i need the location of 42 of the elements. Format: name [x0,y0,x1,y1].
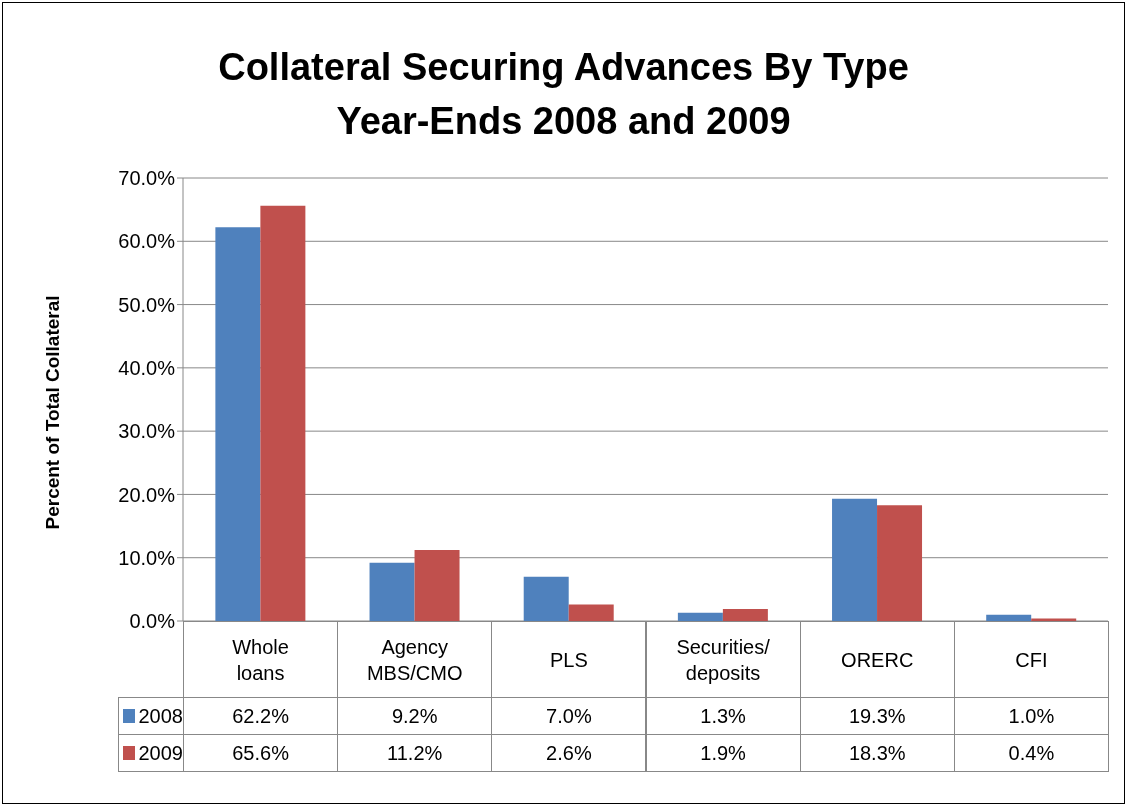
data-label: 62.2% [183,697,339,735]
bar [877,505,923,621]
bar [986,614,1032,621]
y-tick-label: 50.0% [118,293,176,316]
x-tick-label: CFI [1015,647,1048,673]
y-tick-label: 10.0% [118,546,176,569]
bar [369,562,415,621]
bar [1031,618,1077,621]
y-axis-title: Percent of Total Collateral [41,295,63,530]
y-tick-label: 40.0% [118,356,176,379]
data-label: 1.3% [645,697,801,735]
data-label: 0.4% [953,734,1109,772]
data-label: 9.2% [337,697,493,735]
x-tick-label: Whole loans [231,634,290,686]
bar [568,604,614,621]
bar [722,608,768,621]
data-label: 65.6% [183,734,339,772]
bar [260,205,306,621]
x-tick-label: Agency MBS/CMO [365,634,464,686]
data-label: 2.6% [491,734,647,772]
chart-title: Collateral Securing Advances By Type Year-Ends 2008 and 2009 [217,45,910,144]
legend-label: 2009 [138,741,183,765]
bar [414,550,460,621]
bar [215,227,261,621]
data-label: 11.2% [337,734,493,772]
data-label: 7.0% [491,697,647,735]
data-label: 19.3% [799,697,955,735]
x-tick-label: PLS [550,647,588,673]
bar [677,612,723,621]
y-tick-label: 70.0% [118,167,176,190]
data-label: 18.3% [799,734,955,772]
y-tick-label: 60.0% [118,230,176,253]
y-tick-label: 30.0% [118,420,176,443]
bar [523,576,569,621]
y-tick-label: 0.0% [129,610,176,633]
x-tick-label: Securities/ deposits [676,634,770,686]
bar [832,498,878,621]
legend-label: 2008 [138,704,183,728]
data-label: 1.0% [953,697,1109,735]
x-tick-label: ORERC [841,647,914,673]
y-tick-label: 20.0% [118,483,176,506]
data-label: 1.9% [645,734,801,772]
